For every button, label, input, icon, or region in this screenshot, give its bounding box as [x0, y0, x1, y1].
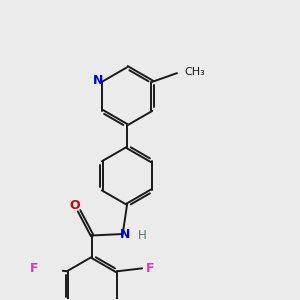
Text: F: F	[30, 262, 39, 275]
Text: O: O	[69, 199, 80, 212]
Text: CH₃: CH₃	[184, 67, 206, 76]
Text: N: N	[120, 227, 130, 241]
Text: N: N	[93, 74, 103, 87]
Text: H: H	[137, 229, 146, 242]
Text: F: F	[146, 262, 154, 275]
